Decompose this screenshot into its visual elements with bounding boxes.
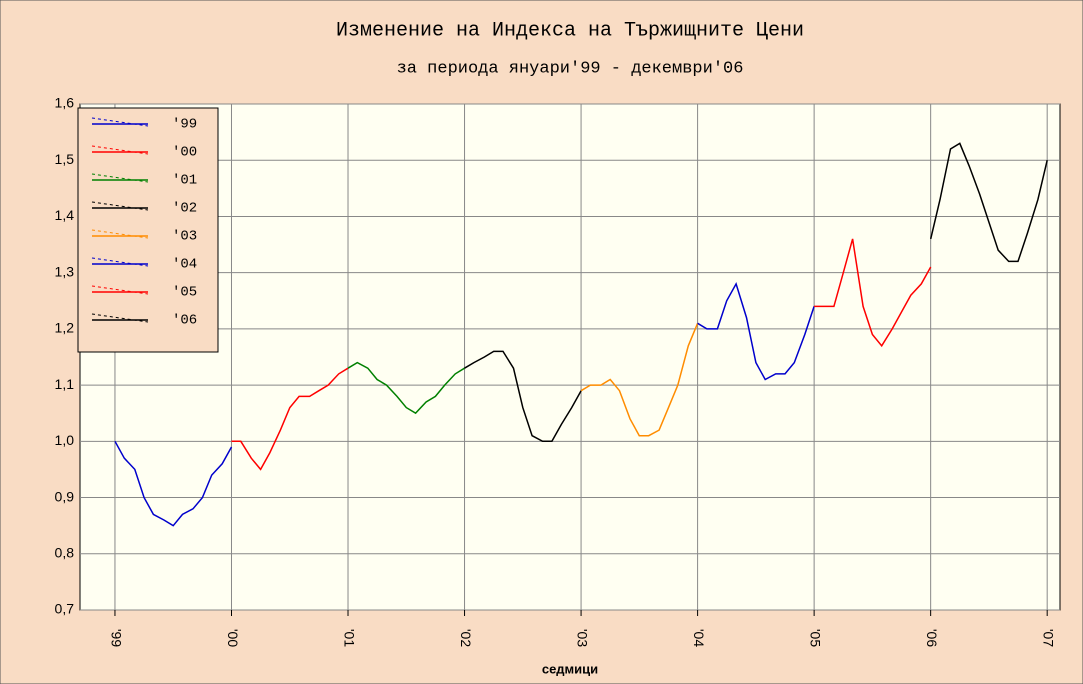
legend-label: '05 (172, 285, 197, 301)
chart-title: Изменение на Индекса на Тържищните Цени (336, 19, 804, 42)
series-line (929, 142, 1048, 263)
x-tick-label: '02 (458, 629, 474, 647)
y-tick-label: 1,2 (55, 320, 75, 336)
legend-label: '04 (172, 257, 197, 273)
x-axis-label: седмици (542, 661, 598, 676)
y-tick-label: 1,4 (55, 207, 75, 223)
legend-label: '03 (172, 229, 197, 245)
legend-box (77, 107, 219, 353)
y-tick-label: 1,0 (55, 432, 75, 448)
legend-label: '99 (172, 117, 197, 133)
y-tick-label: 1,6 (55, 95, 75, 111)
legend-label: '06 (172, 313, 197, 329)
x-tick-label: '00 (225, 629, 241, 647)
series-line (464, 350, 582, 443)
series-line (114, 440, 233, 527)
series-line (580, 323, 699, 437)
plot-area (79, 103, 1061, 611)
y-tick-label: 0,8 (55, 544, 75, 560)
x-tick-label: '03 (574, 629, 590, 647)
y-tick-label: 1,3 (55, 263, 75, 279)
legend-label: '02 (172, 201, 197, 217)
series-line (231, 367, 349, 471)
series-line (814, 238, 932, 348)
series-line (347, 361, 465, 415)
series-line (697, 282, 815, 381)
x-tick-label: '05 (807, 629, 823, 647)
y-tick-label: 1,1 (55, 376, 75, 392)
x-tick-label: '04 (691, 629, 707, 647)
legend-label: '00 (172, 145, 197, 161)
y-tick-label: 0,9 (55, 488, 75, 504)
x-tick-label: '99 (108, 629, 124, 647)
chart-subtitle: за периода януари'99 - декември'06 (397, 59, 744, 78)
x-tick-label: '06 (924, 629, 940, 647)
legend-label: '01 (172, 173, 197, 189)
x-tick-label: '07 (1040, 629, 1056, 647)
y-tick-label: 1,5 (55, 151, 75, 167)
y-tick-label: 0,7 (55, 601, 75, 617)
x-tick-label: '01 (341, 629, 357, 647)
